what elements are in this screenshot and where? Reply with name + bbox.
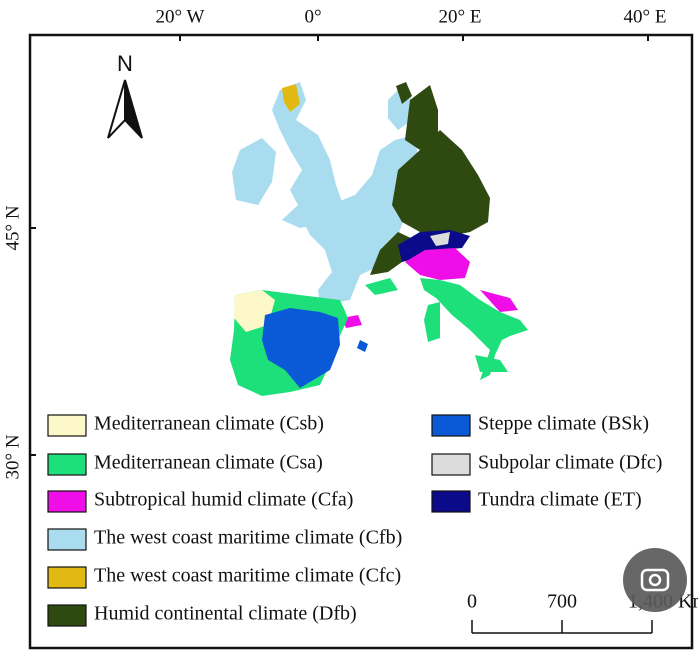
legend-label: Mediterranean climate (Csb)	[94, 413, 324, 435]
north-arrow	[107, 79, 143, 139]
legend: Mediterranean climate (Csb) Mediterranean…	[47, 413, 662, 627]
legend-swatch	[47, 453, 87, 476]
legend-label: Mediterranean climate (Csa)	[94, 452, 323, 474]
legend-label: Steppe climate (BSk)	[478, 413, 649, 435]
legend-label: Humid continental climate (Dfb)	[94, 603, 357, 625]
scale-bar	[471, 620, 653, 634]
scale-label: 700	[547, 591, 577, 613]
x-label: 20° E	[439, 6, 482, 27]
north-label: N	[117, 51, 133, 76]
legend-swatch	[47, 528, 87, 551]
legend-swatch	[431, 490, 471, 513]
legend-label: Tundra climate (ET)	[478, 489, 642, 511]
y-label: 30° N	[2, 434, 23, 479]
frame-ticks	[30, 35, 649, 456]
legend-swatch	[47, 414, 87, 437]
legend-swatch	[47, 604, 87, 627]
legend-swatch	[47, 566, 87, 589]
legend-label: The west coast maritime climate (Cfb)	[94, 527, 402, 549]
legend-swatch	[47, 490, 87, 513]
y-label: 45° N	[2, 205, 23, 250]
x-label: 40° E	[624, 6, 667, 27]
scale-label: 0	[467, 591, 477, 613]
legend-swatch	[431, 453, 471, 476]
legend-label: Subtropical humid climate (Cfa)	[94, 489, 353, 511]
legend-swatch	[431, 414, 471, 437]
legend-label: Subpolar climate (Dfc)	[478, 452, 662, 474]
x-label: 0°	[304, 6, 321, 27]
x-label: 20° W	[156, 6, 205, 27]
climate-map	[230, 82, 528, 396]
legend-label: The west coast maritime climate (Cfc)	[94, 565, 401, 587]
lens-button[interactable]	[623, 548, 687, 612]
